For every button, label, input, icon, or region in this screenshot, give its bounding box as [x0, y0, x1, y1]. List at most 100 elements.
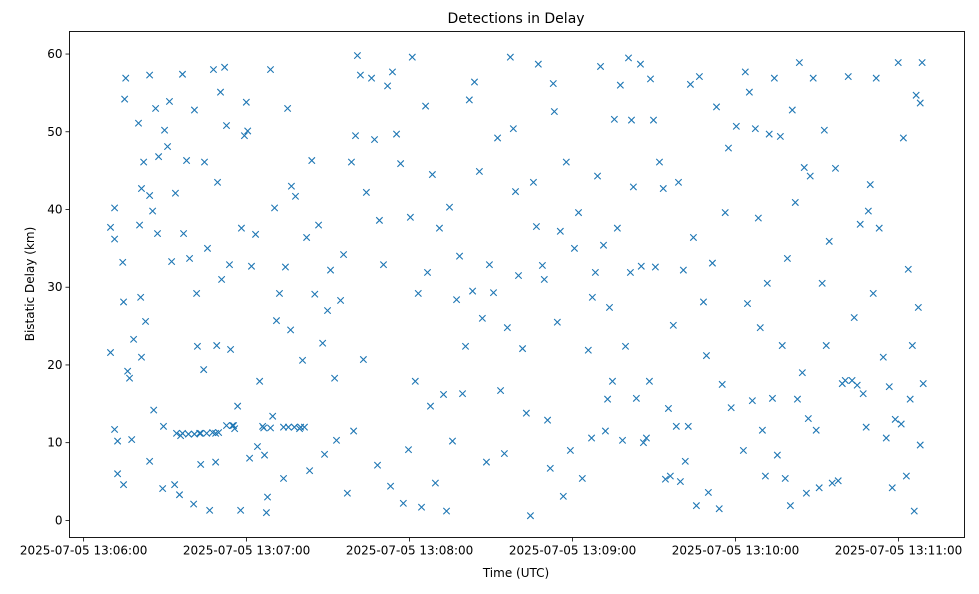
data-point: [496, 387, 505, 395]
data-point: [672, 422, 680, 430]
data-point: [664, 404, 673, 413]
data-point: [761, 472, 769, 480]
data-point: [182, 156, 191, 165]
data-point: [137, 353, 146, 361]
data-point: [550, 107, 558, 116]
data-point: [912, 91, 920, 99]
data-point: [163, 142, 172, 151]
data-point: [506, 53, 514, 61]
data-point: [834, 477, 842, 485]
data-point: [739, 446, 747, 455]
data-point: [461, 342, 470, 350]
data-point: [584, 346, 592, 354]
data-point: [140, 158, 148, 166]
data-point: [850, 313, 858, 322]
data-point: [831, 164, 840, 172]
data-point: [386, 482, 395, 490]
data-point: [596, 62, 605, 71]
data-point: [526, 512, 535, 520]
data-point: [763, 279, 771, 287]
data-point: [478, 314, 486, 322]
data-point: [370, 135, 379, 144]
data-point: [916, 99, 924, 107]
data-point: [287, 326, 295, 334]
data-point: [608, 377, 617, 385]
data-point: [891, 415, 899, 423]
data-point: [119, 298, 128, 306]
data-point: [754, 214, 762, 222]
x-axis-label: Time (UTC): [482, 566, 549, 580]
x-tick-label: 2025-07-05 13:09:00: [509, 544, 636, 558]
y-axis: 0 10 20 30 40 50 60: [47, 47, 70, 527]
data-point: [455, 252, 464, 260]
data-point: [686, 80, 695, 88]
data-point: [375, 216, 384, 224]
data-point: [422, 102, 430, 110]
data-point: [279, 474, 288, 483]
data-point: [781, 474, 789, 483]
data-point: [175, 491, 184, 499]
x-tick-label: 2025-07-05 13:06:00: [20, 544, 147, 558]
data-point: [146, 191, 154, 200]
data-point: [646, 75, 655, 83]
data-point: [676, 477, 684, 486]
data-point: [642, 434, 651, 442]
data-point: [475, 167, 483, 175]
data-point: [770, 74, 778, 82]
data-point: [708, 259, 717, 267]
data-point: [636, 60, 645, 68]
data-point: [303, 233, 311, 242]
data-point: [914, 303, 922, 312]
data-point: [485, 261, 494, 269]
data-point: [621, 342, 630, 350]
data-point: [404, 446, 413, 454]
data-point: [291, 192, 300, 200]
data-point: [465, 96, 473, 104]
data-point: [448, 437, 457, 445]
data-point: [540, 275, 548, 284]
data-point: [212, 458, 220, 466]
data-point: [281, 263, 290, 271]
data-point: [155, 153, 163, 161]
data-point: [864, 207, 872, 215]
data-point: [247, 262, 256, 270]
data-point: [610, 115, 618, 123]
data-point: [414, 289, 422, 298]
data-point: [587, 434, 596, 442]
data-point: [225, 261, 234, 269]
data-point: [218, 275, 226, 284]
data-point: [203, 244, 212, 252]
data-point: [200, 158, 209, 166]
data-point: [150, 406, 158, 414]
data-point: [197, 429, 205, 437]
data-point: [649, 116, 658, 124]
data-point: [916, 441, 924, 449]
data-point: [882, 434, 890, 442]
data-point: [256, 377, 264, 385]
data-point: [435, 224, 444, 232]
data-point: [165, 97, 174, 106]
data-point: [141, 317, 150, 326]
data-point: [751, 125, 759, 133]
data-point: [383, 82, 392, 90]
x-tick-label: 2025-07-05 13:11:00: [835, 544, 962, 558]
data-point: [320, 450, 329, 458]
data-point: [639, 439, 648, 447]
data-point: [353, 52, 362, 60]
y-tick-label: 40: [47, 202, 62, 216]
x-tick-label: 2025-07-05 13:08:00: [346, 544, 473, 558]
y-tick-label: 20: [47, 358, 62, 372]
data-point: [159, 484, 167, 493]
data-point: [423, 268, 432, 277]
data-point: [702, 352, 711, 360]
data-point: [493, 134, 502, 142]
data-point: [765, 130, 773, 138]
data-point: [651, 263, 659, 271]
data-point: [119, 258, 127, 266]
data-point: [408, 53, 416, 61]
data-point: [514, 271, 523, 280]
data-point: [899, 134, 907, 142]
data-point: [748, 397, 756, 405]
data-point: [566, 446, 574, 455]
x-axis: 2025-07-05 13:06:00 2025-07-05 13:07:00 20…: [20, 537, 962, 558]
